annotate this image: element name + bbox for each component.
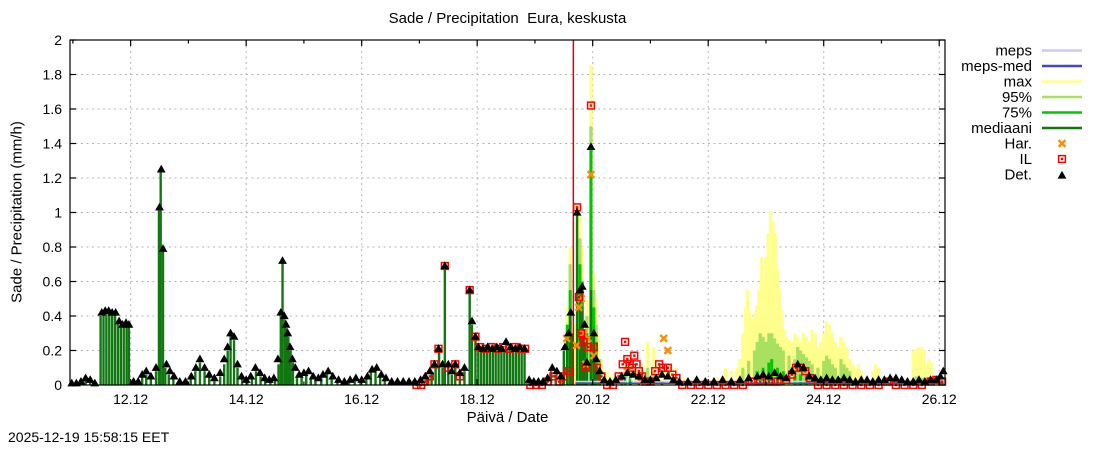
legend-label-meps: meps [995, 43, 1032, 60]
generation-timestamp: 2025-12-19 15:58:15 EET [8, 429, 170, 445]
svg-text:1: 1 [54, 205, 62, 221]
svg-text:18.12: 18.12 [460, 391, 495, 407]
svg-text:24.12: 24.12 [806, 391, 841, 407]
svg-text:20.12: 20.12 [575, 391, 610, 407]
svg-text:0.8: 0.8 [43, 239, 63, 255]
x-axis-label: Päivä / Date [466, 409, 549, 426]
det-markers [67, 142, 948, 387]
svg-text:0.2: 0.2 [43, 343, 63, 359]
svg-text:0.6: 0.6 [43, 274, 63, 290]
legend-label-det: Det. [1004, 167, 1032, 184]
series-layer [70, 65, 944, 385]
legend-item-har: Har. [1004, 136, 1067, 153]
det-triangle-icon [1057, 170, 1067, 179]
legend-item-95: 95% [1002, 89, 1082, 106]
svg-text:16.12: 16.12 [344, 391, 379, 407]
svg-text:0.4: 0.4 [43, 308, 63, 324]
svg-text:12.12: 12.12 [113, 391, 148, 407]
legend-item-meps: meps [995, 43, 1082, 60]
series-max [565, 65, 944, 385]
svg-text:26.12: 26.12 [922, 391, 957, 407]
il-square-icon [1057, 154, 1067, 164]
legend-item-det: Det. [1004, 167, 1067, 184]
svg-text:1.4: 1.4 [43, 136, 63, 152]
svg-text:14.12: 14.12 [229, 391, 264, 407]
svg-text:22.12: 22.12 [691, 391, 726, 407]
legend-item-meps-med: meps-med [961, 58, 1082, 75]
svg-text:1.6: 1.6 [43, 101, 63, 117]
har-x-icon [1057, 139, 1067, 148]
legend-item-75: 75% [1002, 105, 1082, 122]
chart-title: Sade / Precipitation Eura, keskusta [388, 10, 627, 27]
legend-label-meps-med: meps-med [961, 58, 1032, 75]
legend-label-il: IL [1019, 151, 1032, 168]
legend-item-mediaani: mediaani [971, 120, 1082, 137]
legend-label-95: 95% [1002, 89, 1032, 106]
legend-label-mediaani: mediaani [971, 120, 1032, 137]
legend-label-max: max [1004, 74, 1033, 91]
svg-text:2: 2 [54, 32, 62, 48]
legend-label-75: 75% [1002, 105, 1032, 122]
axis-ticks [70, 39, 945, 386]
svg-text:1.8: 1.8 [43, 67, 63, 83]
il-markers [412, 101, 947, 390]
axis-tick-labels: 12.12 14.12 16.12 18.12 20.12 22.12 24.12 26.12… [43, 32, 957, 407]
legend-label-har: Har. [1004, 136, 1032, 153]
svg-text:0: 0 [54, 377, 62, 393]
svg-text:1.2: 1.2 [43, 170, 63, 186]
legend-item-max: max [1004, 74, 1082, 91]
legend-item-il: IL [1019, 151, 1067, 168]
